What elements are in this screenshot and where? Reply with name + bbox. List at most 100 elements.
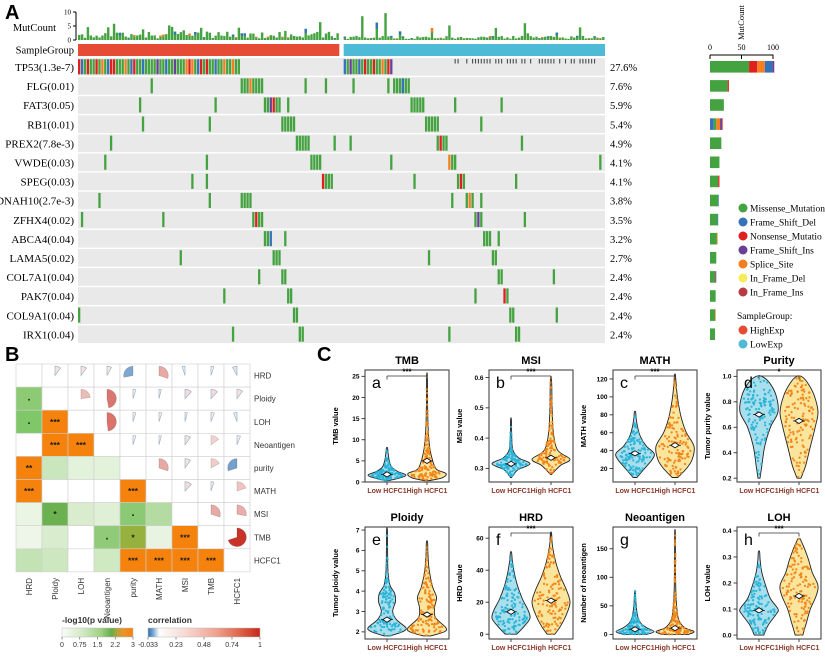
svg-text:TMB: TMB	[395, 355, 419, 367]
svg-text:0.2: 0.2	[722, 580, 731, 587]
svg-text:2.4%: 2.4%	[610, 273, 632, 284]
svg-text:100: 100	[767, 43, 779, 52]
svg-text:2: 2	[356, 629, 360, 636]
svg-text:RB1(0.01): RB1(0.01)	[27, 119, 74, 131]
svg-text:HighExp: HighExp	[750, 327, 785, 337]
svg-text:***: ***	[526, 525, 536, 534]
svg-text:3: 3	[356, 609, 360, 616]
svg-text:Ploidy: Ploidy	[51, 578, 60, 600]
svg-text:0.23: 0.23	[169, 642, 183, 649]
svg-text:1.0: 1.0	[722, 374, 731, 381]
svg-text:High HCFC1: High HCFC1	[655, 488, 696, 495]
svg-text:25: 25	[352, 374, 360, 381]
svg-text:Missense_Mutation: Missense_Mutation	[750, 205, 825, 215]
svg-text:0: 0	[604, 632, 608, 639]
svg-text:***: ***	[50, 417, 61, 427]
svg-text:1: 1	[258, 642, 262, 649]
svg-text:Tumor ploidy value: Tumor ploidy value	[331, 549, 340, 617]
svg-text:High HCFC1: High HCFC1	[407, 645, 448, 652]
svg-text:0: 0	[708, 43, 712, 52]
svg-text:.: .	[105, 530, 108, 542]
svg-text:3.2%: 3.2%	[610, 235, 632, 246]
svg-text:0.3: 0.3	[722, 554, 731, 561]
svg-text:2.2: 2.2	[110, 642, 120, 649]
svg-text:.: .	[27, 392, 30, 404]
svg-text:150: 150	[597, 546, 608, 553]
svg-text:Ploidy: Ploidy	[254, 395, 276, 404]
svg-text:Frame_Shift_Del: Frame_Shift_Del	[750, 218, 816, 229]
svg-text:***: ***	[128, 486, 139, 496]
svg-text:High HCFC1: High HCFC1	[407, 488, 448, 495]
svg-text:***: ***	[24, 486, 35, 496]
svg-text:***: ***	[50, 440, 61, 450]
svg-text:3.8%: 3.8%	[610, 197, 632, 208]
svg-text:MSI: MSI	[254, 510, 268, 519]
svg-text:Low HCFC1: Low HCFC1	[739, 488, 778, 495]
violin-plot-tmb: TMB 0 5 10 15 20 25 TMB value *** a Low HCFC1 High …	[331, 355, 450, 495]
svg-text:2.4%: 2.4%	[610, 330, 632, 341]
svg-text:20: 20	[352, 395, 360, 402]
svg-text:Frame_Shift_Ins: Frame_Shift_Ins	[750, 246, 814, 257]
svg-text:FAT3(0.05): FAT3(0.05)	[23, 100, 74, 112]
svg-text:-0.033: -0.033	[138, 642, 158, 649]
violin-plot-purity: Purity 0.2 0.4 0.6 0.8 1.0 Tumor purity value *…	[703, 355, 822, 495]
svg-text:LOH: LOH	[767, 512, 790, 524]
svg-text:TMB value: TMB value	[331, 407, 340, 445]
svg-text:ABCA4(0.04): ABCA4(0.04)	[11, 234, 74, 246]
svg-text:7: 7	[356, 527, 360, 534]
svg-text:0: 0	[480, 632, 484, 639]
svg-text:0.48: 0.48	[197, 642, 211, 649]
svg-text:Number of neoantigen: Number of neoantigen	[579, 543, 588, 623]
svg-text:0: 0	[60, 642, 64, 649]
panel-c-label: C	[317, 344, 332, 366]
svg-text:10: 10	[352, 437, 360, 444]
svg-text:60: 60	[476, 536, 484, 543]
svg-text:COL7A1(0.04): COL7A1(0.04)	[6, 272, 74, 284]
svg-text:HRD: HRD	[25, 578, 34, 596]
svg-text:6: 6	[356, 548, 360, 555]
svg-text:100: 100	[597, 394, 608, 401]
svg-text:LOH: LOH	[77, 578, 86, 595]
svg-text:4.9%: 4.9%	[610, 139, 632, 150]
svg-text:DNAH10(2.7e-3): DNAH10(2.7e-3)	[0, 196, 74, 208]
svg-text:c: c	[620, 375, 628, 392]
svg-text:MSI: MSI	[521, 355, 541, 367]
svg-text:g: g	[620, 532, 629, 549]
svg-text:TMB: TMB	[207, 578, 216, 595]
svg-text:MATH value: MATH value	[579, 405, 588, 447]
svg-text:High HCFC1: High HCFC1	[779, 488, 820, 495]
svg-text:MSI value: MSI value	[455, 409, 464, 444]
violin-plot-ploidy: Ploidy 2 3 4 5 6 7 Tumor ploidy value e Low HCFC1…	[331, 512, 450, 652]
svg-text:SampleGroup:: SampleGroup:	[737, 312, 792, 322]
svg-text:LAMA5(0.02): LAMA5(0.02)	[10, 253, 75, 265]
correlation-matrix-panel: .. ****** ******** ****.. * ****** *** *** ***HR…	[15, 363, 295, 649]
svg-text:40: 40	[476, 568, 484, 575]
svg-text:20: 20	[600, 466, 608, 473]
svg-text:0.6: 0.6	[474, 375, 483, 382]
violin-plot-loh: LOH 0.0 0.1 0.2 0.3 0.4 LOH value *** h Low HCFC1…	[703, 512, 822, 652]
svg-text:0: 0	[68, 37, 72, 45]
svg-text:Low HCFC1: Low HCFC1	[491, 645, 530, 652]
svg-text:40: 40	[600, 448, 608, 455]
svg-text:0.8: 0.8	[722, 399, 731, 406]
svg-text:h: h	[744, 532, 753, 549]
svg-text:4: 4	[356, 588, 360, 595]
svg-text:MATH: MATH	[254, 487, 276, 496]
svg-text:***: ***	[774, 525, 784, 534]
svg-text:Nonsense_Mutatio: Nonsense_Mutatio	[750, 233, 822, 243]
svg-text:High HCFC1: High HCFC1	[779, 645, 820, 652]
svg-text:VWDE(0.03): VWDE(0.03)	[14, 158, 74, 170]
svg-text:***: ***	[128, 555, 139, 565]
svg-text:4.1%: 4.1%	[610, 159, 632, 170]
svg-text:.: .	[131, 507, 134, 519]
svg-text:***: ***	[76, 440, 87, 450]
svg-text:ZFHX4(0.02): ZFHX4(0.02)	[13, 215, 74, 227]
svg-text:1.5: 1.5	[93, 642, 103, 649]
svg-text:Low HCFC1: Low HCFC1	[739, 645, 778, 652]
svg-text:HRD: HRD	[254, 372, 272, 381]
svg-text:HCFC1: HCFC1	[254, 556, 281, 565]
svg-text:MATH: MATH	[640, 355, 671, 367]
svg-text:Low HCFC1: Low HCFC1	[615, 488, 654, 495]
svg-text:.: .	[27, 415, 30, 427]
svg-text:120: 120	[597, 376, 608, 383]
